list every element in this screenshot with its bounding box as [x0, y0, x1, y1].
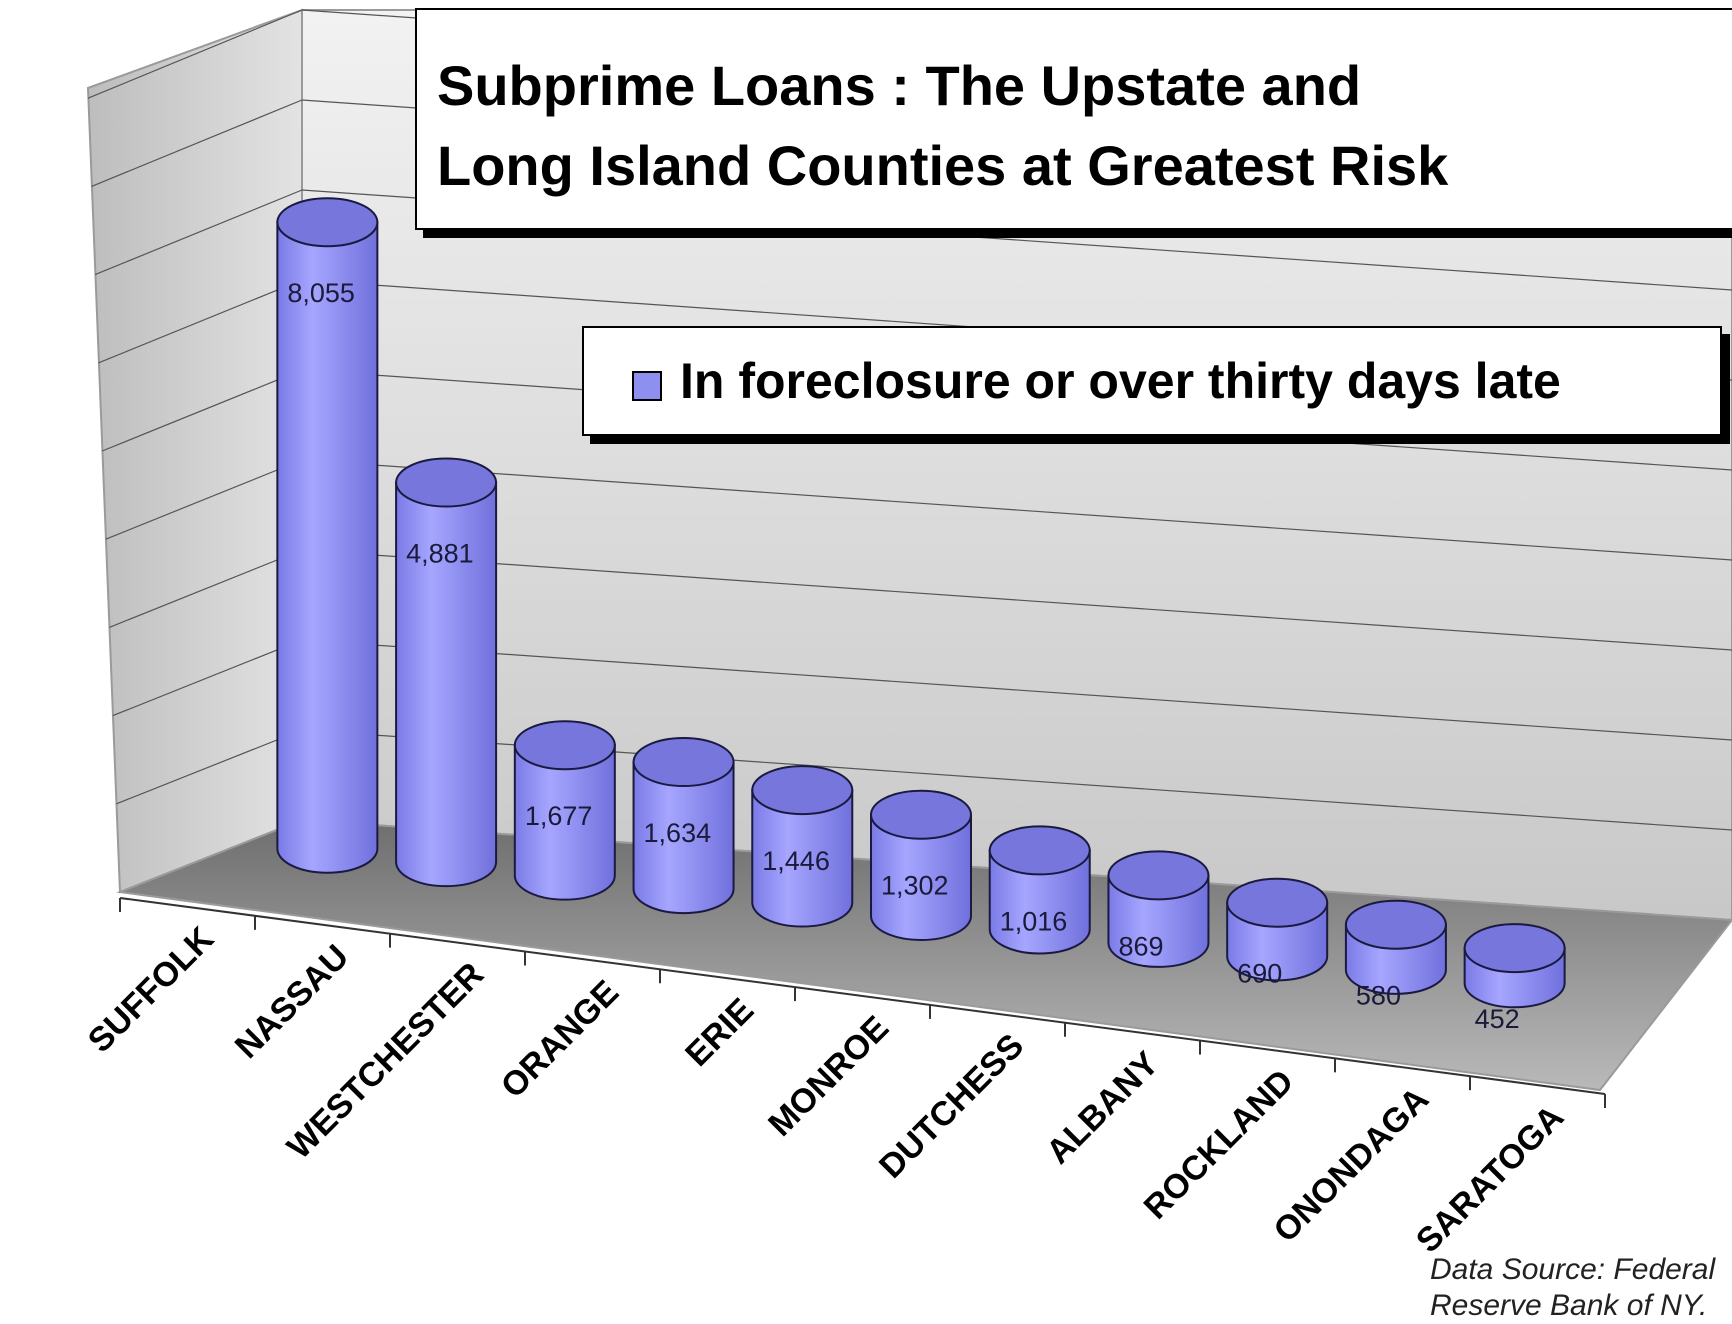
x-tick-label: ORANGE: [494, 973, 626, 1105]
source-line-1: Data Source: Federal: [1430, 1253, 1716, 1286]
source-line-2: Reserve Bank of NY.: [1430, 1289, 1708, 1322]
bar-erie: 1,446: [751, 765, 854, 928]
data-label: 1,634: [644, 818, 712, 848]
gridline-side: [116, 729, 303, 805]
bar-rockland: 690: [1226, 877, 1329, 989]
gridline-side: [91, 99, 303, 187]
bar-series: 8,055 4,881 1,677 1,634 1,446 1,302 1,016 869 69…: [276, 197, 1566, 1034]
gridline-side: [109, 549, 303, 628]
chart-title-line-2: Long Island Counties at Greatest Risk: [437, 134, 1449, 197]
x-tick-label: SARATOGA: [1409, 1098, 1571, 1260]
bar-top: [513, 720, 616, 771]
bar-top: [632, 737, 735, 788]
x-tick-label: ALBANY: [1039, 1044, 1166, 1171]
bar-top: [395, 457, 498, 508]
data-label: 452: [1475, 1004, 1520, 1034]
data-source-note: Data Source: Federal Reserve Bank of NY.: [1430, 1252, 1715, 1324]
data-label: 869: [1118, 931, 1163, 961]
gridline-side: [105, 459, 303, 540]
bar-body: [395, 481, 498, 888]
gridline-side: [87, 9, 303, 99]
gridline-side: [94, 189, 303, 276]
x-axis: [119, 897, 1606, 1108]
data-label: 8,055: [287, 278, 355, 308]
bar-albany: 869: [1107, 850, 1210, 968]
bar-westchester: 1,677: [513, 720, 616, 901]
bar-top: [1226, 877, 1329, 928]
bar-monroe: 1,302: [870, 789, 972, 941]
x-tick-label: NASSAU: [228, 938, 356, 1066]
data-label: 1,677: [525, 801, 593, 831]
chart-side-wall: [86, 8, 303, 894]
bar-saratoga: 452: [1463, 923, 1566, 1034]
bar-top: [1107, 850, 1210, 901]
bar-orange: 1,634: [632, 737, 735, 915]
x-tick-label: DUTCHESS: [872, 1027, 1031, 1186]
x-axis-line: [119, 897, 1606, 1095]
gridline-back: [301, 459, 1732, 561]
chart-title-line-1: Subprime Loans : The Upstate and: [437, 54, 1362, 117]
bar-dutchess: 1,016: [988, 825, 1091, 955]
bar-top: [1344, 899, 1447, 950]
bar-body: [513, 744, 616, 901]
legend-swatch: [632, 371, 662, 401]
bar-body: [751, 789, 854, 928]
bar-body: [276, 221, 379, 874]
gridline-back: [301, 639, 1732, 741]
x-tick-label: ERIE: [678, 991, 761, 1074]
gridline-back: [301, 549, 1732, 651]
bar-top: [870, 789, 972, 840]
legend-label: In foreclosure or over thirty days late: [680, 353, 1561, 409]
legend: In foreclosure or over thirty days late: [582, 326, 1722, 436]
bar-suffolk: 8,055: [276, 197, 379, 874]
bar-top: [988, 825, 1091, 876]
bar-body: [632, 761, 735, 915]
data-label: 690: [1237, 959, 1282, 989]
bar-top: [276, 197, 379, 248]
bar-body: [1107, 874, 1210, 968]
bar-nassau: 4,881: [395, 457, 498, 888]
x-tick-label: MONROE: [761, 1009, 896, 1144]
x-tick-label: ROCKLAND: [1137, 1062, 1301, 1226]
bar-top: [751, 765, 854, 816]
data-label: 4,881: [406, 539, 474, 569]
gridline-side: [112, 639, 303, 717]
bar-onondaga: 580: [1344, 899, 1447, 1011]
gridline-side: [101, 369, 303, 452]
x-tick-label: ONONDAGA: [1266, 1080, 1436, 1250]
data-label: 580: [1356, 981, 1401, 1011]
x-tick-label: SUFFOLK: [81, 919, 222, 1060]
data-label: 1,302: [881, 871, 949, 901]
bar-body: [870, 813, 972, 941]
data-label: 1,016: [1000, 906, 1068, 936]
bar-body: [988, 849, 1091, 955]
data-label: 1,446: [762, 846, 830, 876]
gridline-side: [98, 279, 303, 364]
title-box: Subprime Loans : The Upstate and Long Is…: [415, 8, 1732, 230]
bar-top: [1463, 923, 1566, 974]
